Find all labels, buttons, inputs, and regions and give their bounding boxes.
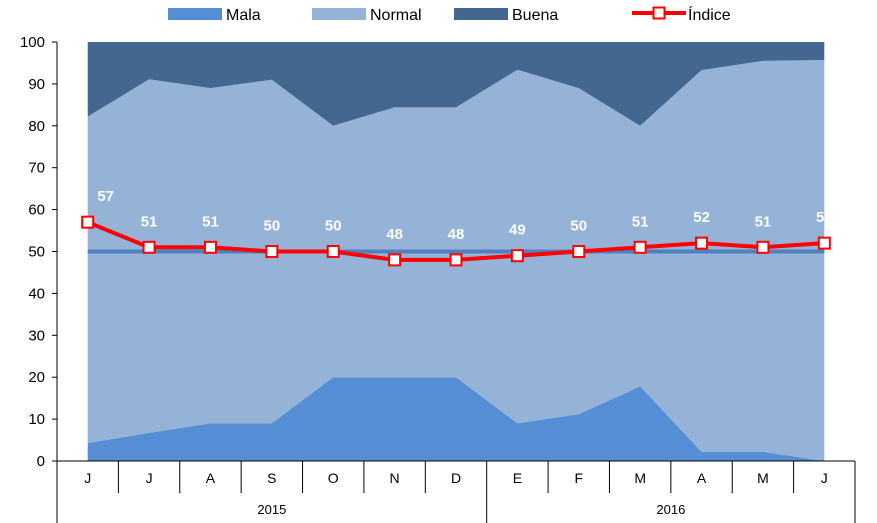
legend-label-buena: Buena xyxy=(512,7,558,24)
index-data-label: 51 xyxy=(141,213,158,230)
index-data-label: 57 xyxy=(97,188,114,205)
index-point xyxy=(82,217,93,228)
y-tick-label: 50 xyxy=(28,244,45,261)
y-tick-label: 40 xyxy=(28,285,45,302)
index-data-label: 50 xyxy=(325,218,342,235)
index-data-label: 48 xyxy=(448,226,465,243)
legend-swatch-buena xyxy=(454,8,508,20)
y-tick-label: 80 xyxy=(28,118,45,135)
y-tick-label: 70 xyxy=(28,160,45,177)
x-tick-label: D xyxy=(451,470,461,486)
x-tick-label: S xyxy=(267,470,276,486)
index-data-label: 50 xyxy=(264,218,281,235)
x-tick-label: N xyxy=(390,470,400,486)
index-data-label: 51 xyxy=(202,213,219,230)
y-tick-label: 30 xyxy=(28,327,45,344)
y-tick-label: 0 xyxy=(37,453,45,470)
y-tick-label: 20 xyxy=(28,369,45,386)
legend-swatch-mala xyxy=(168,8,222,20)
x-tick-label: A xyxy=(697,470,707,486)
x-tick-label: J xyxy=(146,470,153,486)
index-data-label: 49 xyxy=(509,222,526,239)
x-tick-label: E xyxy=(513,470,522,486)
index-point xyxy=(389,254,400,265)
legend-label-indice: Índice xyxy=(688,5,731,24)
index-data-label: 51 xyxy=(755,213,772,230)
index-point xyxy=(512,250,523,261)
index-data-label: 51 xyxy=(632,213,649,230)
index-point xyxy=(573,246,584,257)
x-tick-label: O xyxy=(328,470,339,486)
y-tick-label: 100 xyxy=(20,34,45,51)
index-point xyxy=(635,242,646,253)
index-point xyxy=(266,246,277,257)
y-tick-label: 10 xyxy=(28,411,45,428)
legend-label-normal: Normal xyxy=(370,7,422,24)
legend-marker-indice xyxy=(654,8,665,19)
x-tick-label: F xyxy=(574,470,583,486)
x-tick-label: M xyxy=(757,470,769,486)
index-point xyxy=(451,254,462,265)
index-point xyxy=(328,246,339,257)
index-point xyxy=(819,238,830,249)
legend-swatch-normal xyxy=(312,8,366,20)
x-axis: J J A S O N D E F M A M J 2015 2016 xyxy=(57,461,855,523)
x-tick-label: J xyxy=(84,470,91,486)
index-data-label: 50 xyxy=(570,218,587,235)
index-data-label: 52 xyxy=(693,209,710,226)
x-tick-label: M xyxy=(634,470,646,486)
year-label: 2016 xyxy=(656,502,685,517)
x-tick-label: J xyxy=(821,470,828,486)
x-tick-label: A xyxy=(206,470,216,486)
year-label: 2015 xyxy=(257,502,286,517)
index-data-label: 52 xyxy=(816,209,833,226)
y-tick-label: 90 xyxy=(28,76,45,93)
index-point xyxy=(205,242,216,253)
index-point xyxy=(144,242,155,253)
index-point xyxy=(696,238,707,249)
legend: Mala Normal Buena Índice xyxy=(168,5,731,24)
index-data-label: 48 xyxy=(386,226,403,243)
legend-label-mala: Mala xyxy=(226,7,261,24)
y-tick-label: 60 xyxy=(28,202,45,219)
index-point xyxy=(757,242,768,253)
y-axis: 0 10 20 30 40 50 60 70 80 90 100 xyxy=(20,34,57,470)
